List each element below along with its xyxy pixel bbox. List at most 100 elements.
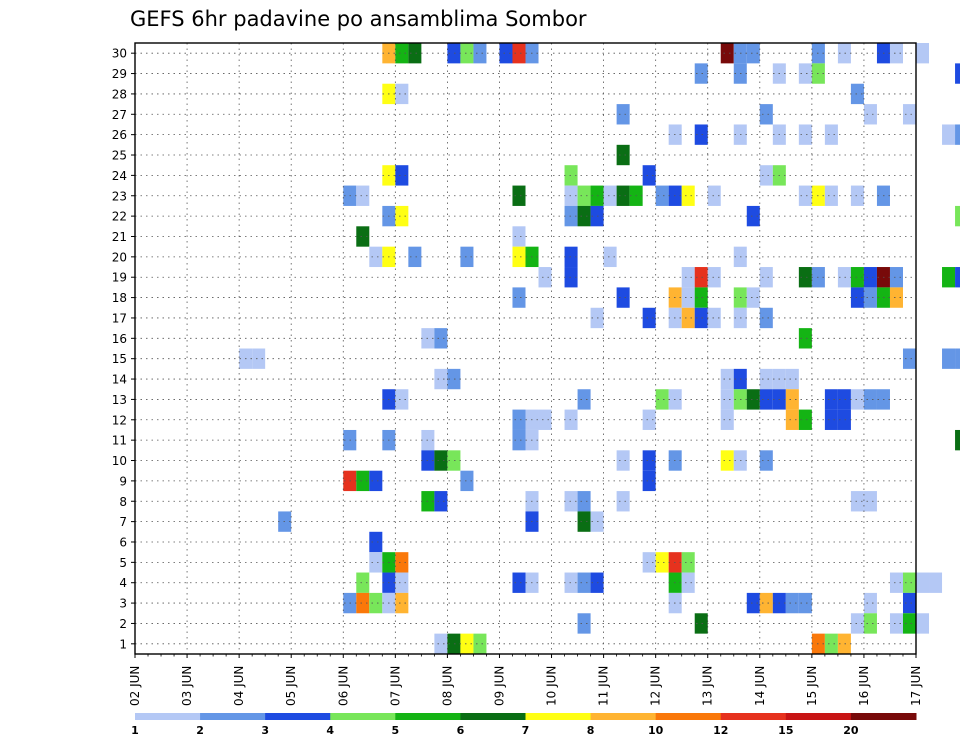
precip-cell xyxy=(395,43,409,64)
precip-cell xyxy=(434,633,448,654)
legend-swatch xyxy=(135,713,201,720)
precip-cell xyxy=(395,83,409,105)
x-tick-label: 13 JUN xyxy=(701,666,715,706)
precip-cell xyxy=(395,165,409,186)
precip-cell xyxy=(564,246,578,268)
precip-cell xyxy=(889,572,903,593)
y-tick-label: 16 xyxy=(112,332,127,346)
precip-cell xyxy=(577,572,591,593)
precip-cell xyxy=(369,246,383,268)
x-tick-label: 08 JUN xyxy=(440,666,454,706)
x-tick-label: 15 JUN xyxy=(805,666,819,706)
legend-swatch xyxy=(850,713,917,720)
precip-cell xyxy=(447,450,461,471)
y-tick-label: 8 xyxy=(119,495,127,509)
precip-cell xyxy=(564,165,578,186)
precip-cell xyxy=(408,43,422,64)
precip-cell xyxy=(252,348,266,369)
precip-cell xyxy=(603,246,617,268)
legend: 1 2 3 4 5 6 7 8 10 12 15 20 xyxy=(131,713,917,737)
precip-cell xyxy=(720,43,734,64)
legend-label: 12 xyxy=(713,724,728,737)
precip-cell xyxy=(798,328,812,349)
legend-swatch xyxy=(200,713,266,720)
precip-cell xyxy=(942,124,956,145)
precip-cell xyxy=(642,450,656,471)
legend-label: 3 xyxy=(261,724,269,737)
precip-cell xyxy=(694,124,708,145)
precip-cell xyxy=(395,389,409,410)
y-tick-label: 10 xyxy=(112,454,127,468)
precip-cell xyxy=(655,389,669,410)
precip-cell xyxy=(395,592,409,614)
y-tick-label: 23 xyxy=(112,189,127,203)
precip-cell xyxy=(395,205,409,227)
y-tick-label: 22 xyxy=(112,210,127,224)
precip-cell xyxy=(694,287,708,308)
legend-label: 2 xyxy=(196,724,204,737)
y-tick-label: 30 xyxy=(112,47,127,61)
precip-cell xyxy=(408,246,422,268)
precip-cell xyxy=(916,43,930,64)
precip-cell xyxy=(746,389,760,410)
precip-cell xyxy=(616,185,630,206)
y-tick-label: 12 xyxy=(112,413,127,427)
precip-cell xyxy=(863,389,877,410)
precip-cell xyxy=(850,613,864,634)
x-tick-label: 05 JUN xyxy=(284,666,298,706)
precip-cell xyxy=(955,429,960,451)
precip-cell xyxy=(681,572,695,593)
precip-cell xyxy=(824,185,838,206)
x-tick-label: 17 JUN xyxy=(909,666,923,706)
precip-cell xyxy=(720,450,734,471)
precip-cell xyxy=(512,226,526,247)
y-axis: 1234567891011121314151617181920212223242… xyxy=(112,47,135,651)
x-axis: 02 JUN 03 JUN 04 JUN 05 JUN 06 JUN 07 JUN 08 J… xyxy=(128,654,923,706)
precip-cell xyxy=(902,104,916,125)
precip-cell xyxy=(850,267,864,288)
precip-cell xyxy=(824,409,838,430)
y-tick-label: 19 xyxy=(112,271,127,285)
precip-cell xyxy=(681,287,695,308)
precip-cell xyxy=(837,633,851,654)
x-tick-label: 04 JUN xyxy=(232,666,246,706)
precip-cell xyxy=(785,592,799,614)
precip-cell xyxy=(694,63,708,84)
x-tick-label: 10 JUN xyxy=(545,666,559,706)
precip-cell xyxy=(512,246,526,268)
precip-cell xyxy=(902,572,916,593)
legend-label: 10 xyxy=(648,724,664,737)
precip-cell xyxy=(356,470,370,492)
precip-cell xyxy=(681,552,695,573)
legend-label: 15 xyxy=(778,724,793,737)
precip-cell xyxy=(616,287,630,308)
x-tick-label: 11 JUN xyxy=(597,666,611,706)
precip-cell xyxy=(824,124,838,145)
cells-layer xyxy=(239,43,960,654)
legend-swatch xyxy=(330,713,396,720)
precip-cell xyxy=(902,348,916,369)
y-tick-label: 17 xyxy=(112,311,127,325)
precip-cell xyxy=(681,185,695,206)
precip-cell xyxy=(460,633,474,654)
precip-cell xyxy=(577,389,591,410)
precip-cell xyxy=(902,592,916,614)
legend-swatch xyxy=(395,713,461,720)
precip-cell xyxy=(473,633,487,654)
y-tick-label: 27 xyxy=(112,108,127,122)
precip-cell xyxy=(460,470,474,492)
precip-cell xyxy=(707,307,721,329)
precip-cell xyxy=(863,104,877,125)
precip-cell xyxy=(447,368,461,390)
y-tick-label: 5 xyxy=(119,556,127,570)
legend-label: 1 xyxy=(131,724,139,737)
precip-cell xyxy=(395,552,409,573)
precip-cell xyxy=(655,552,669,573)
precip-cell xyxy=(434,450,448,471)
precip-cell xyxy=(564,205,578,227)
x-tick-label: 12 JUN xyxy=(649,666,663,706)
precip-cell xyxy=(759,368,773,390)
y-tick-label: 26 xyxy=(112,128,127,142)
precip-cell xyxy=(694,267,708,288)
